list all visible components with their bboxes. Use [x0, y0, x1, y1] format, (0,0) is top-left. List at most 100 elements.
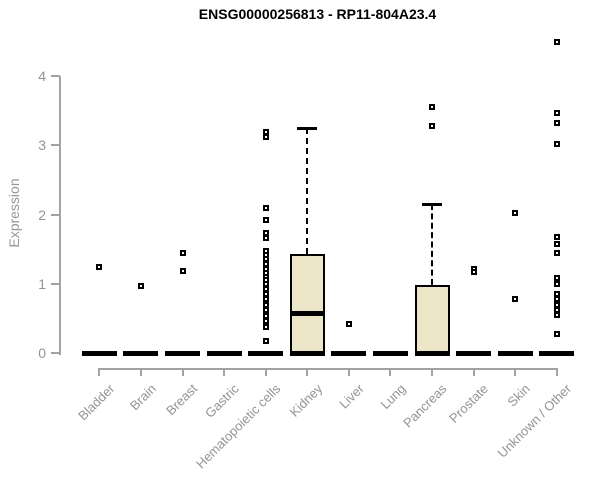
outlier-point-nub	[262, 316, 265, 319]
outlier-point	[345, 320, 352, 327]
x-tick-label: Pancreas	[400, 381, 450, 431]
outlier-point-nub	[262, 300, 265, 303]
outlier-point	[262, 217, 269, 224]
x-tick	[514, 368, 517, 376]
outlier-point-nub	[262, 233, 265, 236]
outlier-point-nub	[96, 267, 99, 270]
box-kidney	[289, 254, 325, 353]
median-bar	[372, 351, 408, 356]
outlier-point	[470, 269, 477, 276]
outlier-point	[262, 229, 269, 236]
median-bar	[289, 310, 325, 316]
x-tick-label: Brain	[126, 381, 159, 414]
y-tick-label: 4	[38, 68, 46, 85]
outlier-point-nub	[429, 108, 432, 111]
median-bar	[248, 351, 284, 356]
outlier-point-nub	[262, 132, 265, 135]
outlier-point-nub	[553, 254, 556, 257]
x-tick	[223, 368, 226, 376]
y-tick-label: 3	[38, 137, 46, 154]
outlier-point	[179, 249, 186, 256]
outlier-point-nub	[262, 322, 265, 325]
outlier-point-nub	[262, 239, 265, 242]
upper-whisker-cap	[422, 203, 443, 207]
x-tick-label: Gastric	[202, 381, 242, 421]
outlier-point-nub	[553, 315, 556, 318]
x-tick-label: Kidney	[286, 381, 325, 420]
x-tick-label: Skin	[504, 381, 533, 410]
upper-whisker	[306, 128, 309, 255]
outlier-point-nub	[429, 127, 432, 130]
y-tick	[51, 144, 60, 147]
outlier-point-nub	[137, 286, 140, 289]
x-tick	[555, 368, 558, 376]
outlier-point-nub	[345, 324, 348, 327]
outlier-point	[553, 141, 560, 148]
outlier-point	[96, 263, 103, 270]
outlier-point	[262, 296, 269, 303]
x-tick	[264, 368, 267, 376]
y-tick-label: 0	[38, 345, 46, 361]
outlier-point-nub	[512, 300, 515, 303]
outlier-point-nub	[553, 284, 556, 287]
outlier-point-nub	[553, 305, 556, 308]
x-tick	[431, 368, 434, 376]
median-bar	[331, 351, 367, 356]
outlier-point	[262, 301, 269, 308]
outlier-point	[553, 311, 560, 318]
outlier-point	[553, 275, 560, 282]
x-tick	[472, 368, 475, 376]
outlier-point-nub	[553, 237, 556, 240]
y-axis-line	[59, 76, 61, 355]
outlier-point	[262, 338, 269, 345]
median-bar	[123, 351, 159, 356]
outlier-point-nub	[179, 272, 182, 275]
outlier-point	[553, 250, 560, 257]
outlier-point-nub	[262, 259, 265, 262]
outlier-point-nub	[262, 327, 265, 330]
x-tick-label: Liver	[335, 381, 367, 412]
outlier-point	[429, 123, 436, 130]
outlier-point	[179, 268, 186, 275]
outlier-point	[429, 104, 436, 111]
y-tick	[51, 352, 60, 354]
x-tick	[139, 368, 142, 376]
outlier-point	[262, 312, 269, 319]
x-tick-label: Prostate	[446, 381, 492, 426]
median-bar	[414, 351, 450, 356]
outlier-point-nub	[553, 123, 556, 126]
y-tick	[51, 75, 60, 78]
median-bar	[456, 351, 492, 356]
upper-whisker	[431, 204, 434, 286]
outlier-point	[512, 209, 519, 216]
y-tick-label: 2	[38, 206, 46, 223]
outlier-point-nub	[512, 213, 515, 216]
outlier-point-nub	[262, 305, 265, 308]
outlier-point-nub	[262, 208, 265, 211]
x-tick	[181, 368, 184, 376]
outlier-point-nub	[553, 245, 556, 248]
outlier-point	[553, 241, 560, 248]
outlier-point-nub	[553, 300, 556, 303]
outlier-point-nub	[179, 253, 182, 256]
outlier-point	[553, 119, 560, 126]
outlier-point	[553, 109, 560, 116]
x-tick	[389, 368, 392, 376]
outlier-point	[553, 39, 560, 46]
outlier-point-nub	[470, 273, 473, 276]
outlier-point	[553, 301, 560, 308]
y-tick-label: 1	[38, 275, 46, 292]
outlier-point-nub	[262, 342, 265, 345]
outlier-point-nub	[262, 221, 265, 224]
outlier-point	[553, 331, 560, 338]
outlier-point	[137, 282, 144, 289]
x-tick	[98, 368, 101, 376]
outlier-point	[262, 307, 269, 314]
outlier-point-nub	[553, 279, 556, 282]
outlier-point-nub	[553, 43, 556, 46]
x-axis-line	[98, 368, 558, 370]
outlier-point	[262, 255, 269, 262]
box-pancreas	[414, 285, 450, 353]
x-tick	[347, 368, 350, 376]
outlier-point	[512, 296, 519, 303]
